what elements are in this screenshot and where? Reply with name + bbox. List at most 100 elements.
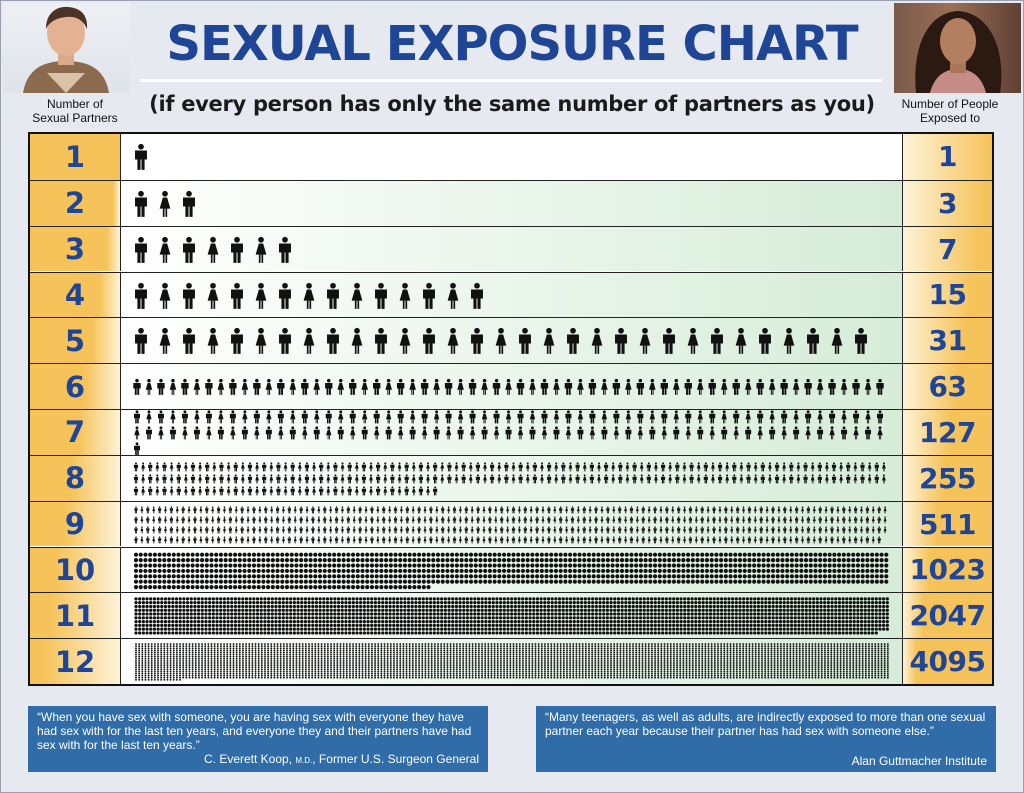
person-dot-icon <box>811 647 814 650</box>
person-dot-icon <box>317 562 323 568</box>
male-figure-icon <box>677 506 681 514</box>
person-dot-icon <box>222 624 227 628</box>
female-figure-icon <box>505 379 512 396</box>
person-dot-icon <box>878 605 882 609</box>
person-dot-icon <box>462 647 465 650</box>
person-dot-icon <box>700 568 705 573</box>
person-dot-icon <box>789 579 794 584</box>
male-figure-icon <box>433 474 438 484</box>
male-figure-icon <box>169 426 176 440</box>
person-dot-icon <box>543 627 547 632</box>
person-dot-icon <box>201 647 203 650</box>
person-dot-icon <box>215 624 219 628</box>
person-dot-icon <box>374 643 377 646</box>
person-dot-icon <box>686 608 691 613</box>
person-dot-icon <box>493 649 496 652</box>
person-dot-icon <box>167 608 171 613</box>
female-figure-icon <box>769 410 775 424</box>
person-dot-icon <box>377 647 380 650</box>
person-dot-icon <box>643 579 648 584</box>
person-dot-icon <box>874 627 878 632</box>
person-dot-icon <box>859 608 864 613</box>
person-dot-icon <box>406 631 411 635</box>
person-dot-icon <box>731 608 735 613</box>
person-dot-icon <box>860 557 865 562</box>
person-dot-icon <box>211 620 215 624</box>
person-dot-icon <box>521 612 525 616</box>
person-dot-icon <box>148 584 153 589</box>
person-dot-icon <box>156 627 160 632</box>
person-dot-icon <box>602 620 606 624</box>
person-dot-icon <box>672 627 676 632</box>
person-dot-icon <box>447 616 451 620</box>
female-figure-icon <box>673 410 679 424</box>
person-dot-icon <box>834 612 838 616</box>
person-dot-icon <box>196 597 201 601</box>
person-dot-icon <box>782 627 786 632</box>
female-figure-icon <box>812 506 816 514</box>
person-dot-icon <box>303 620 308 624</box>
person-dot-icon <box>672 620 676 624</box>
person-dot-icon <box>487 631 492 635</box>
person-dot-icon <box>609 624 613 628</box>
person-dot-icon <box>793 620 797 624</box>
person-dot-icon <box>818 552 823 557</box>
person-dot-icon <box>373 608 378 613</box>
person-dot-icon <box>304 643 307 646</box>
female-figure-icon <box>470 506 474 514</box>
person-dot-icon <box>347 612 352 616</box>
person-dot-icon <box>549 568 554 573</box>
person-dot-icon <box>189 612 193 616</box>
male-figure-icon <box>361 474 366 484</box>
person-dot-icon <box>362 616 366 620</box>
male-figure-icon <box>703 462 708 472</box>
person-dot-icon <box>616 608 621 613</box>
person-dot-icon <box>336 608 341 613</box>
person-dot-icon <box>196 608 201 613</box>
person-dot-icon <box>369 568 375 573</box>
person-dot-icon <box>274 597 278 601</box>
person-dot-icon <box>204 649 207 652</box>
person-dot-icon <box>530 573 535 578</box>
male-figure-icon <box>157 506 162 514</box>
person-dot-icon <box>322 627 326 632</box>
person-dot-icon <box>697 620 702 624</box>
male-figure-icon <box>830 506 834 514</box>
person-dot-icon <box>635 597 639 601</box>
person-dot-icon <box>874 647 877 650</box>
person-dot-icon <box>377 649 380 652</box>
male-figure-icon <box>290 486 295 496</box>
male-figure-icon <box>390 462 395 472</box>
female-figure-icon <box>671 526 675 534</box>
person-dot-icon <box>587 624 591 628</box>
person-dot-icon <box>233 568 238 573</box>
person-dot-icon <box>332 568 337 573</box>
person-dot-icon <box>610 557 615 562</box>
person-dot-icon <box>660 645 663 648</box>
person-dot-icon <box>417 627 422 632</box>
male-figure-icon <box>176 474 181 484</box>
person-dot-icon <box>447 631 451 635</box>
person-dot-icon <box>307 597 311 601</box>
person-dot-icon <box>535 597 540 601</box>
person-dot-icon <box>280 562 285 568</box>
person-dot-icon <box>207 643 210 646</box>
person-dot-icon <box>377 643 380 646</box>
person-dot-icon <box>199 568 205 573</box>
person-dot-icon <box>307 605 311 609</box>
person-dot-icon <box>512 649 515 652</box>
person-dot-icon <box>801 647 804 650</box>
person-dot-icon <box>775 608 779 613</box>
person-dot-icon <box>624 624 628 628</box>
person-dot-icon <box>624 568 629 573</box>
person-dot-icon <box>355 645 358 648</box>
person-dot-icon <box>695 643 697 646</box>
female-figure-icon <box>482 506 486 514</box>
person-dot-icon <box>267 647 270 650</box>
person-dot-icon <box>600 645 603 648</box>
person-dot-icon <box>451 620 455 624</box>
female-figure-icon <box>385 410 392 424</box>
female-figure-icon <box>351 328 363 355</box>
female-figure-icon <box>155 474 160 484</box>
